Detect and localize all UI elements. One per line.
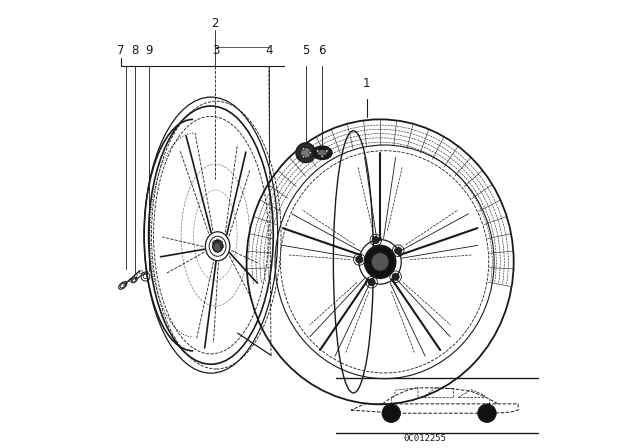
Ellipse shape (365, 246, 396, 278)
Circle shape (309, 151, 312, 154)
Circle shape (382, 404, 400, 422)
Circle shape (372, 237, 380, 244)
Circle shape (302, 155, 305, 158)
Text: 5: 5 (302, 44, 310, 57)
Text: 2: 2 (212, 17, 219, 30)
Text: 6: 6 (319, 44, 326, 57)
Text: 1: 1 (363, 78, 371, 90)
Circle shape (302, 147, 305, 150)
Circle shape (392, 273, 399, 280)
Circle shape (368, 279, 375, 286)
Text: 8: 8 (132, 44, 139, 57)
Text: 3: 3 (212, 44, 219, 57)
Circle shape (326, 150, 328, 152)
Circle shape (321, 155, 324, 158)
Text: 7: 7 (116, 44, 124, 57)
Circle shape (296, 143, 316, 163)
Circle shape (395, 247, 402, 254)
Text: 0C012255: 0C012255 (403, 434, 446, 443)
Ellipse shape (312, 146, 332, 159)
Circle shape (316, 150, 319, 152)
Ellipse shape (212, 241, 223, 252)
Text: 4: 4 (265, 44, 273, 57)
Text: 9: 9 (145, 44, 153, 57)
Circle shape (356, 256, 363, 263)
Ellipse shape (371, 253, 389, 271)
Ellipse shape (317, 150, 328, 156)
Circle shape (300, 147, 311, 158)
Circle shape (478, 404, 496, 422)
